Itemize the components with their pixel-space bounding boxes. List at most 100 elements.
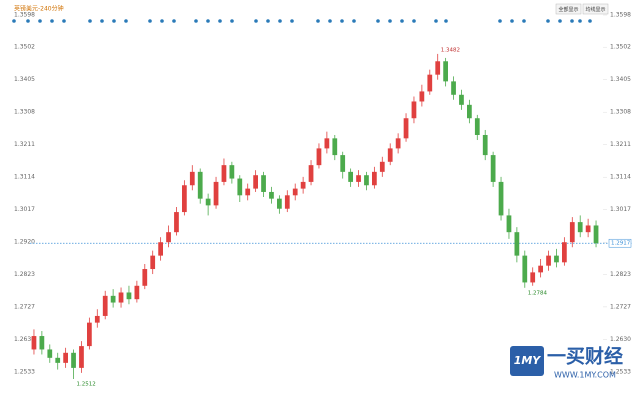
candle-body — [538, 265, 543, 273]
candle-body — [387, 148, 393, 162]
button-label[interactable]: 均线显示 — [585, 6, 605, 13]
candle-body — [577, 222, 583, 233]
button[interactable] — [582, 3, 609, 15]
event-dot — [400, 19, 404, 23]
candle-body — [593, 225, 599, 244]
candle-body — [300, 181, 306, 189]
candle-body — [71, 352, 76, 368]
y-tick-label-right: 1.3502 — [610, 44, 631, 51]
y-tick-label: 1.2920 — [14, 239, 35, 246]
candle-body — [443, 61, 448, 82]
event-dot — [290, 19, 294, 23]
candle-body — [379, 161, 385, 172]
watermark-logo: 1MY — [514, 354, 542, 367]
event-dot — [50, 19, 54, 23]
candle-body — [356, 175, 361, 182]
event-dot — [444, 19, 448, 23]
candle-body — [63, 352, 68, 363]
candle-body — [269, 191, 274, 199]
event-dot — [88, 19, 92, 23]
y-tick-label: 1.3114 — [14, 174, 35, 181]
event-dot — [160, 19, 164, 23]
candle-body — [506, 215, 512, 233]
candle-body — [39, 336, 45, 350]
button-label[interactable]: 全部显示 — [558, 6, 578, 13]
event-dot — [588, 19, 592, 23]
y-tick-label-right: 1.3017 — [610, 206, 631, 213]
candle-body — [174, 212, 179, 233]
candle-body — [197, 171, 203, 199]
candle-body — [340, 155, 346, 172]
y-tick-label: 1.2533 — [14, 368, 35, 375]
event-dot — [266, 19, 270, 23]
candle-body — [118, 292, 124, 303]
candle-body — [31, 336, 37, 350]
candle-body — [126, 292, 132, 300]
event-dot — [100, 19, 104, 23]
last-price-box — [608, 238, 632, 248]
event-dot — [230, 19, 234, 23]
event-dot — [412, 19, 416, 23]
chart-title: 英镑美元-240分钟 — [14, 5, 64, 13]
candle-body — [150, 255, 156, 270]
candle-body — [467, 104, 472, 119]
y-tick-label: 1.3405 — [14, 76, 35, 83]
candle-body — [490, 155, 496, 182]
candle-body — [110, 295, 116, 303]
y-tick-label-right: 1.3211 — [610, 141, 631, 148]
candle-body — [569, 222, 575, 243]
event-dot — [328, 19, 332, 23]
event-dot — [578, 19, 582, 23]
candle-body — [482, 134, 488, 156]
event-dot — [278, 19, 282, 23]
event-dot — [316, 19, 320, 23]
candle-body — [284, 195, 290, 209]
watermark-name: 一买财经 — [547, 345, 623, 368]
event-dot — [558, 19, 562, 23]
candle-body — [292, 188, 298, 196]
candle-body — [411, 101, 417, 119]
event-dot — [254, 19, 258, 23]
event-dot — [510, 19, 514, 23]
candle-body — [498, 181, 504, 216]
candle-body — [324, 138, 330, 149]
candle-body — [102, 295, 108, 316]
candle-body — [451, 81, 456, 95]
candle-body — [435, 61, 441, 75]
candle-body — [237, 178, 243, 196]
event-dot — [340, 19, 344, 23]
y-tick-label: 1.2727 — [14, 303, 35, 310]
event-dot — [124, 19, 128, 23]
event-dot — [172, 19, 176, 23]
candle-body — [166, 232, 171, 243]
candle-body — [332, 138, 338, 156]
candle-body — [419, 91, 425, 102]
y-tick-label: 1.3502 — [14, 44, 35, 51]
event-dot — [522, 19, 526, 23]
event-dot — [218, 19, 222, 23]
candle-body — [134, 285, 140, 300]
candle-body — [364, 175, 369, 186]
extreme-label: 1.2512 — [77, 381, 96, 387]
candle-body — [182, 185, 187, 213]
event-dot — [546, 19, 550, 23]
watermark-url: WWW.1MY.COM — [554, 371, 616, 380]
event-dot — [62, 19, 66, 23]
y-tick-label: 1.3598 — [14, 12, 35, 19]
candle-body — [142, 269, 148, 286]
candle-body — [372, 171, 377, 186]
event-dot — [376, 19, 380, 23]
candle-body — [94, 315, 100, 323]
candle-body — [55, 357, 61, 363]
y-tick-label-right: 1.3405 — [610, 76, 631, 83]
candle-body — [213, 181, 219, 206]
event-dot — [498, 19, 502, 23]
y-tick-label-right: 1.3114 — [610, 174, 631, 181]
candle-body — [221, 165, 227, 182]
watermark-logo-box — [510, 346, 544, 376]
candle-body — [395, 138, 401, 149]
button[interactable] — [555, 3, 582, 15]
y-tick-label: 1.3308 — [14, 109, 35, 116]
